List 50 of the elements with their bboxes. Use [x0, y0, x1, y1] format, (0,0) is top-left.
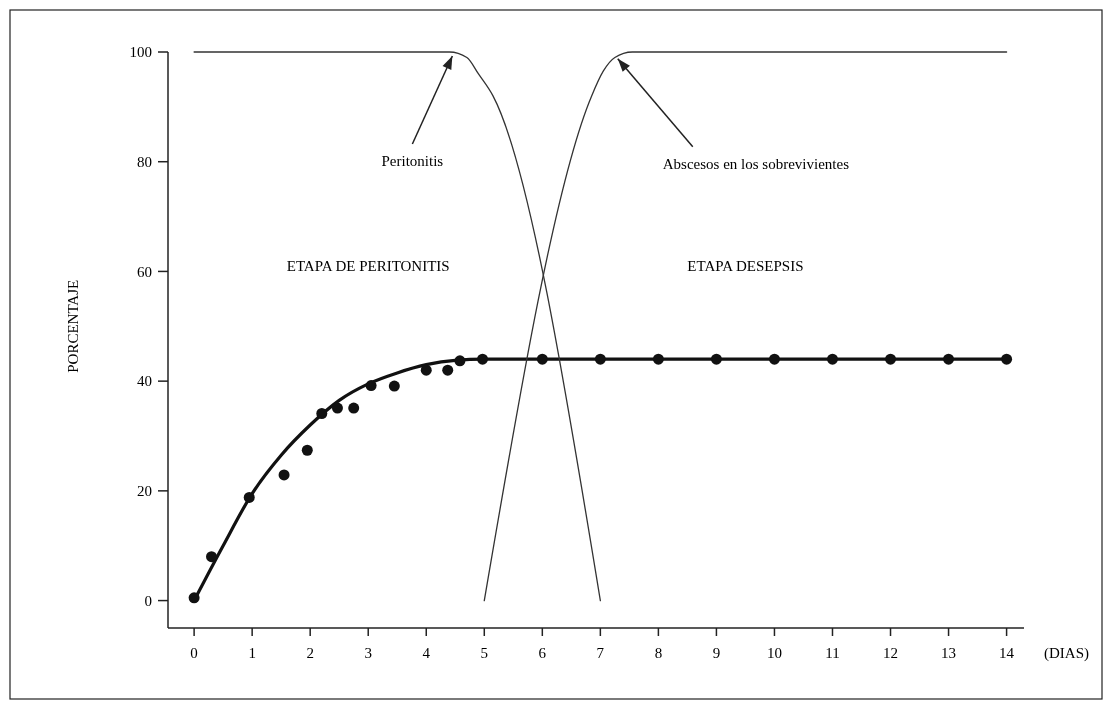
x-tick-label: 10	[766, 645, 782, 661]
y-axis-title: PORCENTAJE	[65, 279, 81, 373]
x-axis-title: (DIAS)	[1044, 645, 1089, 662]
point	[316, 408, 328, 420]
point	[826, 353, 838, 365]
y-tick-label: 40	[137, 373, 152, 390]
annotation: ETAPA DESEPSIS	[687, 258, 804, 275]
y-tick-label: 80	[137, 153, 152, 170]
x-tick-label: 11	[825, 645, 840, 661]
point	[243, 491, 255, 503]
x-tick-label: 8	[654, 645, 663, 661]
point	[348, 402, 360, 414]
x-tick-label: 14	[999, 645, 1015, 661]
point	[331, 402, 343, 414]
point	[301, 444, 313, 456]
annotation: ETAPA DE PERITONITIS	[286, 258, 450, 275]
point	[454, 355, 466, 367]
point	[188, 592, 200, 604]
y-tick-label: 0	[144, 592, 152, 609]
x-tick-label: 3	[364, 645, 372, 661]
x-tick-label: 2	[306, 645, 314, 661]
x-tick-label: 7	[596, 645, 605, 661]
annotation: Peritonitis	[381, 153, 444, 169]
x-tick-label: 0	[190, 645, 198, 661]
y-tick-label: 60	[137, 263, 152, 280]
x-tick-label: 1	[248, 645, 256, 661]
x-tick-label: 12	[883, 645, 899, 661]
y-tick-label: 100	[129, 44, 152, 61]
point	[388, 380, 400, 392]
x-tick-label: 4	[422, 645, 431, 661]
point	[477, 353, 489, 365]
point	[1001, 353, 1013, 365]
y-tick-label: 20	[137, 483, 152, 500]
point	[278, 469, 290, 481]
annotation: Abscesos en los sobrevivientes	[662, 155, 850, 172]
x-tick-label: 5	[480, 645, 489, 661]
point	[768, 353, 780, 365]
point	[442, 364, 454, 376]
x-tick-label: 6	[538, 645, 547, 661]
point	[652, 353, 664, 365]
point	[420, 364, 432, 376]
point	[710, 353, 722, 365]
point	[536, 353, 548, 365]
x-tick-label: 9	[712, 645, 721, 661]
point	[594, 353, 606, 365]
point	[885, 353, 897, 365]
point	[943, 353, 955, 365]
point	[365, 380, 377, 392]
point	[206, 551, 218, 563]
x-tick-label: 13	[941, 645, 957, 661]
